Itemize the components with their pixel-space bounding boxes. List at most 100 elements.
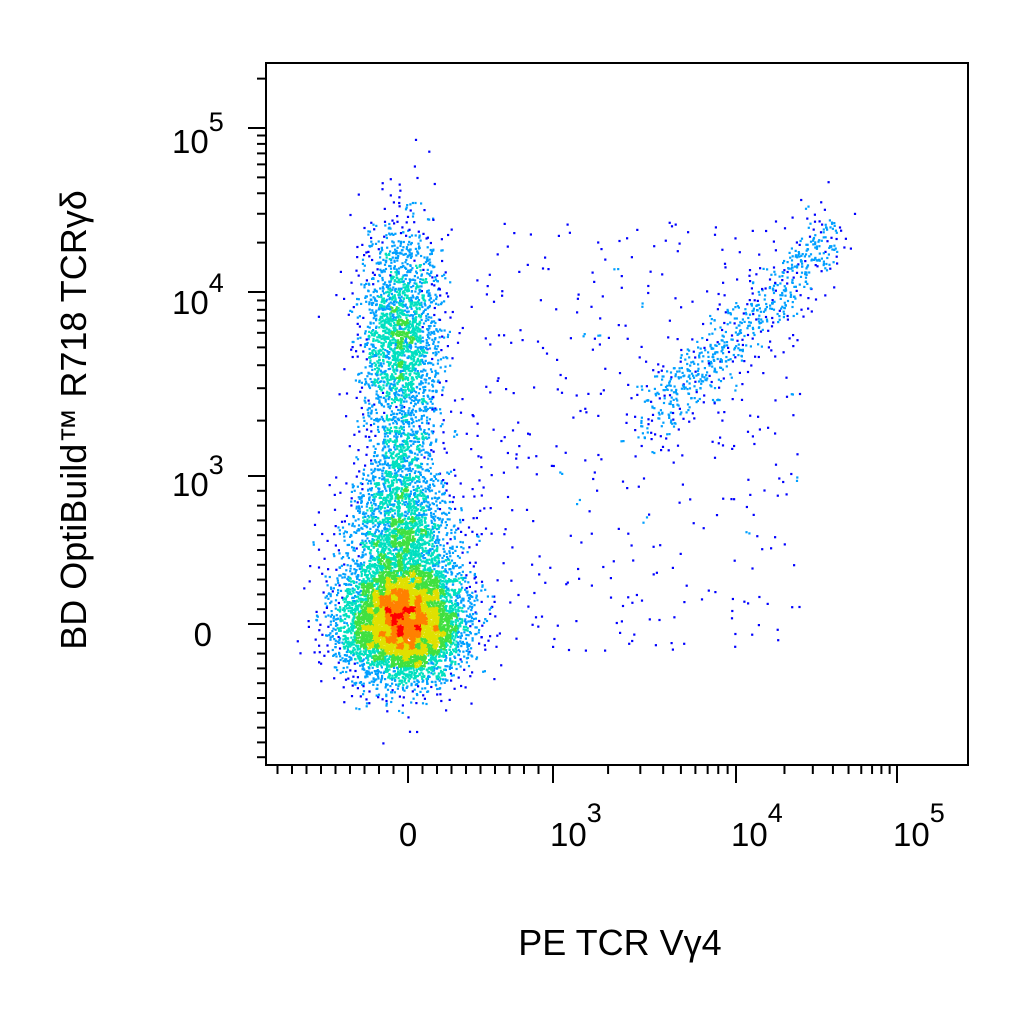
- data-point: [392, 582, 395, 585]
- data-point: [467, 581, 470, 584]
- data-point: [346, 595, 349, 598]
- data-point: [337, 641, 340, 644]
- data-point: [413, 669, 416, 672]
- data-point: [441, 639, 444, 642]
- data-point: [459, 665, 462, 668]
- data-point: [460, 530, 463, 533]
- data-point: [449, 645, 452, 648]
- data-point: [374, 571, 377, 574]
- data-point: [391, 689, 394, 692]
- data-point: [344, 637, 347, 640]
- data-point: [362, 579, 365, 582]
- data-point: [433, 519, 436, 522]
- data-point: [342, 660, 345, 663]
- data-point: [397, 598, 400, 601]
- data-point: [359, 618, 363, 621]
- data-point: [429, 539, 432, 542]
- data-point: [331, 590, 334, 593]
- data-point: [373, 661, 376, 664]
- data-point: [460, 574, 463, 577]
- data-point: [399, 569, 403, 572]
- data-point: [442, 654, 445, 657]
- data-point: [423, 572, 426, 575]
- data-point: [469, 625, 472, 628]
- data-point: [384, 578, 387, 581]
- data-point: [453, 687, 456, 690]
- data-point: [424, 568, 427, 571]
- data-point: [427, 586, 430, 589]
- data-point: [471, 637, 474, 640]
- data-point: [413, 673, 416, 676]
- data-point: [346, 666, 349, 669]
- data-point: [473, 604, 476, 607]
- data-point: [378, 588, 381, 592]
- data-point: [353, 615, 356, 618]
- data-point: [427, 567, 430, 570]
- data-point: [423, 624, 426, 627]
- data-point: [416, 674, 419, 678]
- data-point: [473, 574, 476, 577]
- data-point: [427, 549, 430, 552]
- data-point: [391, 574, 394, 577]
- data-point: [441, 643, 444, 646]
- data-point: [351, 546, 354, 549]
- data-point: [395, 535, 398, 538]
- data-point: [423, 573, 426, 576]
- data-point: [339, 671, 342, 675]
- data-point: [365, 422, 368, 425]
- data-point: [368, 635, 371, 639]
- data-point: [352, 516, 355, 519]
- data-point: [446, 532, 449, 535]
- data-point: [447, 589, 450, 592]
- data-point: [416, 654, 419, 657]
- data-point: [418, 658, 422, 661]
- data-point: [443, 674, 446, 677]
- data-point: [401, 591, 404, 594]
- data-point: [416, 543, 419, 546]
- data-point: [407, 598, 411, 601]
- data-point: [403, 528, 406, 531]
- data-point: [350, 580, 353, 583]
- data-point: [360, 574, 363, 578]
- data-point: [427, 690, 430, 693]
- data-point: [427, 652, 431, 655]
- data-point: [380, 654, 383, 657]
- data-point: [382, 482, 385, 485]
- data-point: [448, 494, 451, 497]
- data-point: [454, 643, 457, 646]
- data-point: [461, 642, 464, 645]
- data-point: [338, 574, 341, 577]
- data-point: [318, 629, 321, 632]
- data-point: [480, 589, 483, 592]
- data-point: [350, 593, 353, 596]
- data-point: [428, 483, 431, 486]
- data-point: [427, 676, 430, 679]
- data-point: [345, 622, 348, 625]
- data-point: [445, 533, 448, 537]
- data-point: [442, 544, 445, 547]
- data-point: [397, 466, 400, 469]
- data-point: [428, 508, 431, 511]
- data-point: [395, 586, 398, 589]
- data-point: [347, 578, 350, 581]
- data-point: [410, 524, 413, 527]
- data-point: [364, 671, 367, 674]
- data-point: [456, 631, 459, 634]
- data-point: [349, 645, 352, 648]
- data-point: [459, 566, 462, 569]
- data-point: [369, 650, 372, 653]
- data-point: [461, 618, 464, 621]
- data-point: [419, 563, 422, 566]
- data-point: [386, 552, 389, 555]
- data-point: [474, 611, 477, 614]
- data-point: [426, 451, 430, 454]
- data-point: [357, 563, 360, 566]
- data-point: [467, 620, 470, 623]
- data-point: [353, 531, 356, 534]
- data-point: [363, 524, 366, 527]
- data-point: [343, 535, 346, 538]
- data-point: [431, 656, 434, 659]
- data-point: [323, 654, 326, 657]
- data-point: [424, 581, 427, 584]
- data-point: [421, 580, 424, 583]
